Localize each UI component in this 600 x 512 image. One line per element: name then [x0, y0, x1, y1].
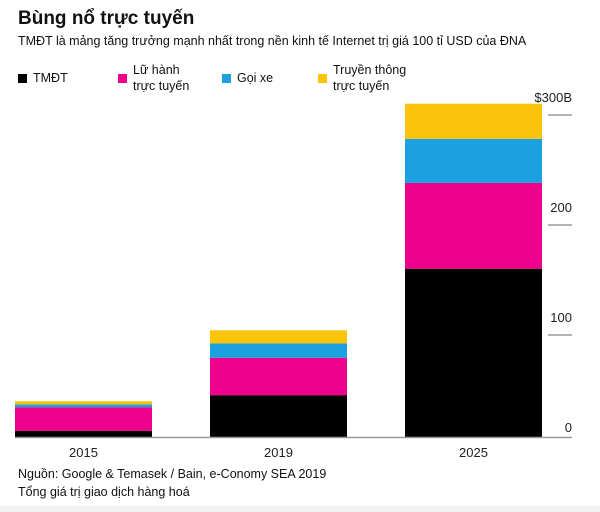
footer-strip [0, 506, 600, 512]
chart-subtitle: TMĐT là mảng tăng trưởng mạnh nhất trong… [18, 34, 527, 48]
bar-segment [405, 182, 542, 269]
bar-segment [210, 330, 347, 344]
bar-segment [210, 395, 347, 437]
legend-label: TMĐT [33, 71, 68, 85]
legend-travel: Lữ hành trực tuyến [118, 62, 189, 94]
legend-label: trực tuyến [133, 79, 190, 93]
source-note: Nguồn: Google & Temasek / Bain, e-Conomy… [18, 465, 326, 501]
legend-label: Lữ hành [133, 63, 180, 77]
legend-swatch [118, 73, 127, 83]
y-tick-label: 100 [550, 310, 572, 325]
y-tick-label: $300B [534, 90, 572, 105]
x-tick-label: 2015 [69, 445, 98, 460]
legend-label: Truyền thông [333, 63, 407, 77]
legend-swatch [318, 73, 327, 83]
x-tick-label: 2025 [459, 445, 488, 460]
legend-swatch [18, 73, 27, 83]
bar-segment [15, 407, 152, 431]
bar-segment [405, 138, 542, 183]
source-text: Nguồn: Google & Temasek / Bain, e-Conomy… [18, 467, 327, 481]
x-tick-label: 2019 [264, 445, 293, 460]
y-tick-label: 200 [550, 200, 572, 215]
legend-media: Truyền thông trực tuyến [318, 62, 406, 94]
bar-segment [405, 268, 542, 437]
bar-segment [405, 103, 542, 139]
bar-segment [15, 430, 152, 437]
bar-segment [210, 357, 347, 396]
legend-label: trực tuyến [333, 79, 390, 93]
bar-segment [15, 404, 152, 408]
legend-ride: Gọi xe [222, 70, 273, 86]
legend-label: Gọi xe [237, 71, 274, 85]
bar-segment [15, 401, 152, 405]
bar-segment [210, 343, 347, 358]
note-text: Tổng giá trị giao dịch hàng hoá [18, 485, 190, 499]
legend-tmdt: TMĐT [18, 70, 68, 86]
legend-swatch [222, 73, 231, 83]
chart-title: Bùng nổ trực tuyến [18, 8, 195, 29]
y-tick-label: 0 [565, 420, 572, 435]
